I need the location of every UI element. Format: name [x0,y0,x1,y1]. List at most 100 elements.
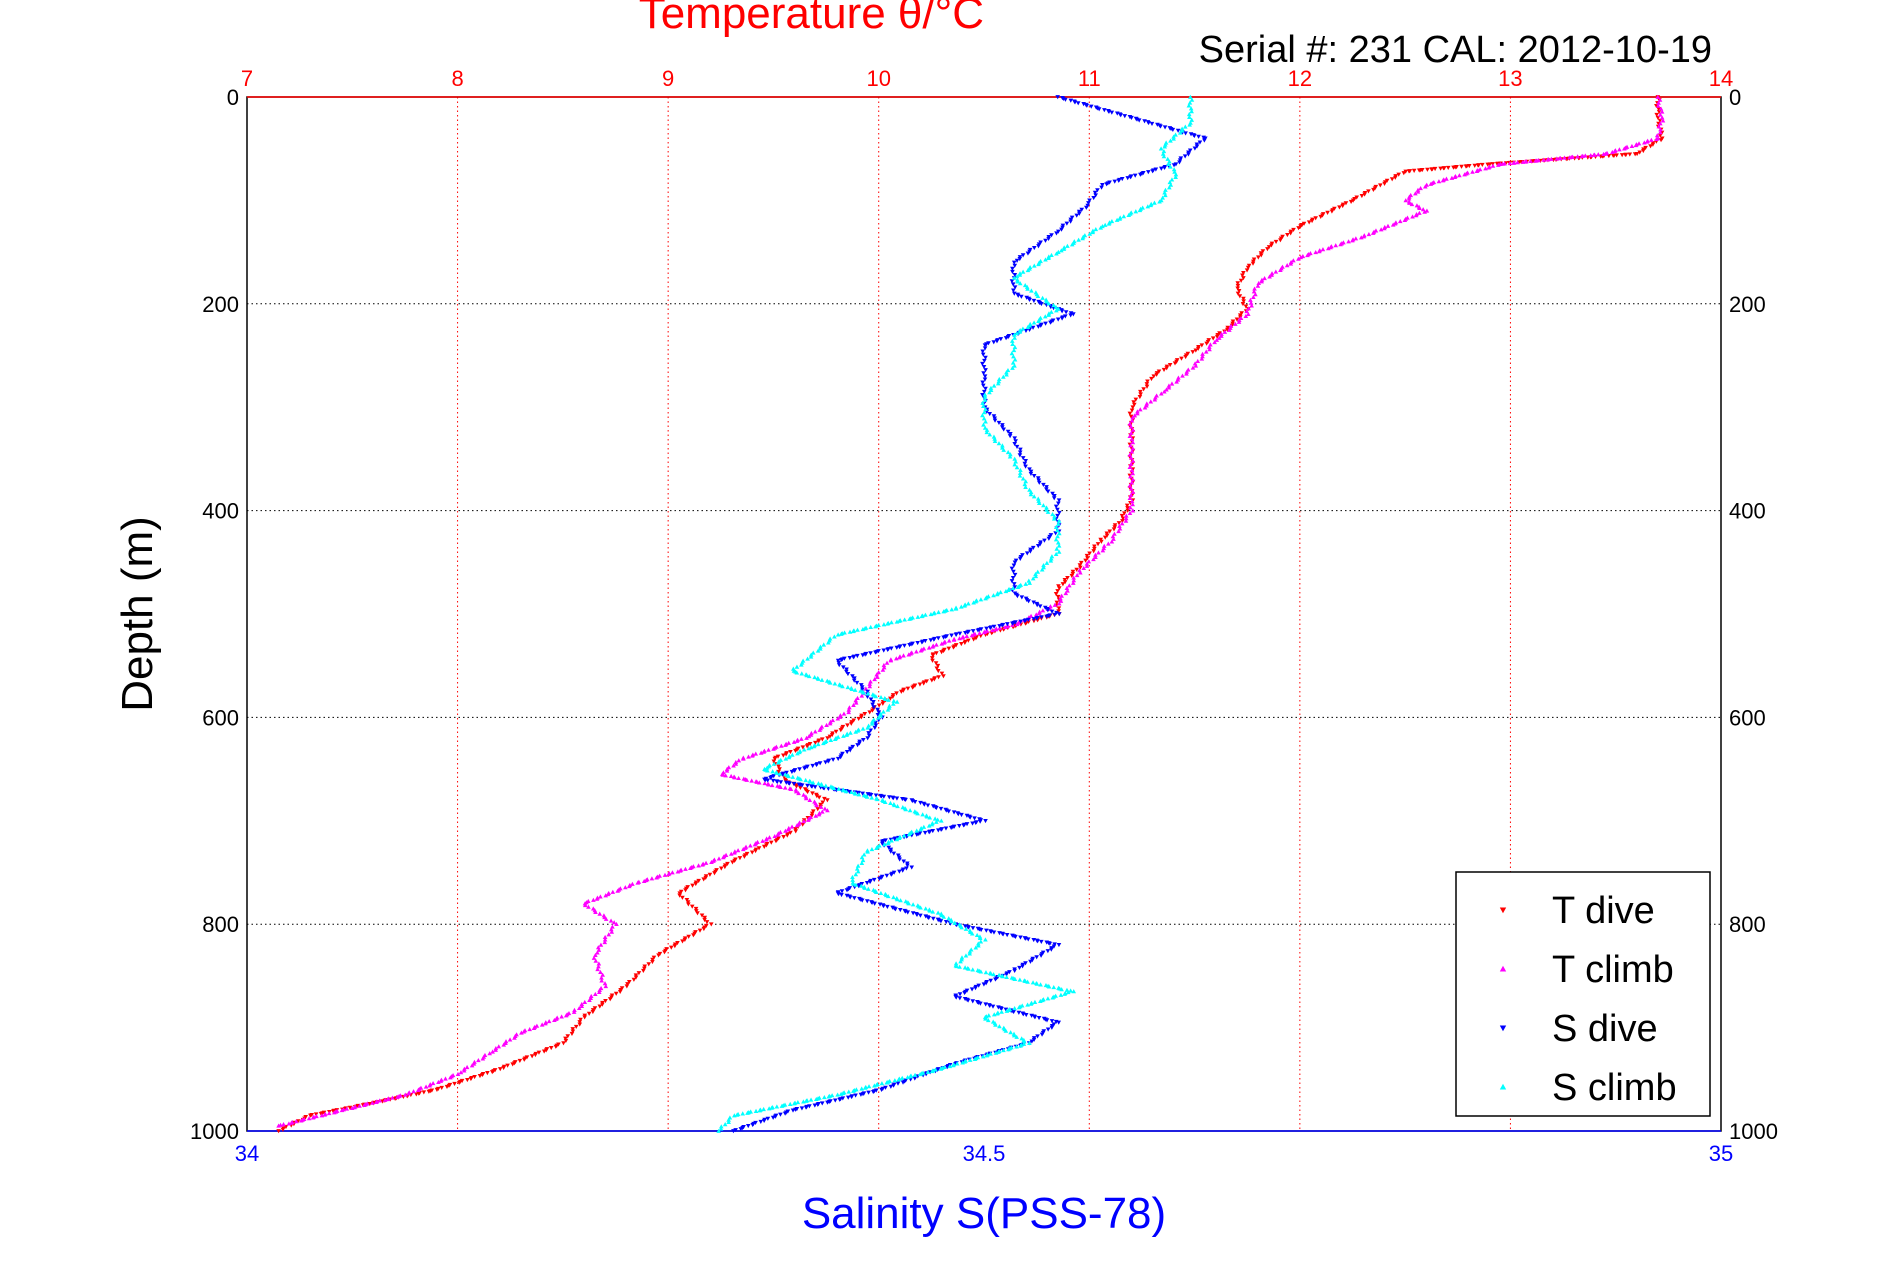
data-point [1123,518,1129,523]
data-point [1338,242,1343,247]
data-point [1035,496,1041,501]
data-point [1142,119,1147,124]
data-point [1192,146,1198,151]
data-point [1034,955,1039,960]
data-point [838,631,844,636]
data-point [1166,161,1171,167]
data-point [895,897,900,902]
data-point [768,775,773,781]
data-point [981,416,987,421]
data-point [630,881,635,886]
data-point [1063,591,1069,596]
data-point [1148,203,1154,208]
data-point [1511,160,1516,165]
data-point [803,1098,809,1103]
data-point [847,789,852,795]
data-point [1606,154,1612,159]
data-point [980,349,986,354]
data-point [844,669,849,674]
data-point [793,789,799,794]
data-point [1091,557,1096,562]
data-point [686,934,691,939]
data-point [434,1087,440,1092]
data-point [1116,521,1122,526]
data-point [1183,131,1188,136]
data-point [539,1022,545,1027]
data-point [1595,152,1601,157]
data-point [501,1042,507,1047]
data-point [1326,246,1331,251]
data-point [1171,134,1176,139]
data-point [1027,467,1032,472]
data-point [1444,176,1449,181]
data-point [1013,439,1018,444]
data-point [599,978,604,983]
data-point [896,1077,901,1082]
data-point [1591,152,1597,157]
data-point [1122,511,1127,516]
data-point [596,964,601,969]
data-point [820,800,826,805]
data-point [1161,154,1167,159]
data-point [464,1064,470,1070]
data-point [891,851,897,856]
data-point [863,686,869,691]
data-point [702,915,708,920]
data-point [686,902,691,907]
data-point [977,630,982,636]
data-point [890,694,896,700]
data-point [330,1109,336,1114]
data-point [1637,150,1643,155]
data-point [983,406,988,412]
data-point [603,916,609,921]
data-point [850,744,856,749]
data-point [411,1089,416,1094]
data-point [809,813,815,818]
data-point [1025,251,1031,256]
data-point [1416,168,1422,173]
data-point [1018,935,1023,940]
data-point [1144,384,1150,389]
data-point [850,674,855,679]
data-point [1001,447,1006,452]
data-point [794,738,800,743]
data-point [884,873,890,878]
data-point [844,750,850,755]
data-point [959,955,965,960]
data-point [1002,624,1008,630]
data-point [841,711,847,716]
data-point [1145,379,1150,384]
data-point [614,921,619,927]
data-point [929,1068,935,1074]
data-point [988,978,993,983]
data-point [1059,227,1064,232]
data-point [988,971,994,976]
data-point [649,876,655,881]
data-point [963,953,969,958]
data-point [1440,178,1446,183]
data-point [626,883,632,889]
data-point [1130,415,1136,420]
data-point [742,854,747,859]
data-point [610,924,615,929]
data-point [838,728,844,733]
data-point [662,950,667,955]
data-point [868,624,874,630]
data-point [415,1087,421,1093]
data-point [966,638,971,643]
data-point [1040,295,1045,300]
data-point [1235,291,1241,296]
data-point [1133,209,1139,214]
data-point [861,737,866,743]
tick-label-temperature: 13 [1498,66,1522,91]
data-point [1078,560,1084,566]
data-point [998,589,1003,595]
data-point [691,933,696,938]
data-point [813,740,818,745]
data-point [836,663,842,668]
data-point [898,898,903,903]
data-point [959,642,964,647]
data-point [1137,395,1143,400]
data-point [1114,217,1120,222]
